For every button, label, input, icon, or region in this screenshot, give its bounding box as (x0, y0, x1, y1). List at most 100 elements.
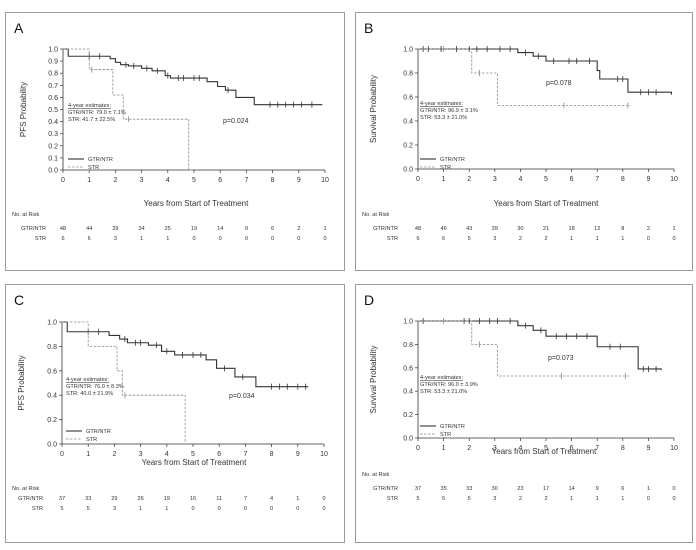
x-axis-title: Years from Start of Treatment (492, 447, 597, 456)
y-tick-label: 0.6 (47, 368, 57, 375)
legend-label: GTR/NTR (440, 424, 465, 430)
risk-value: 0 (323, 236, 326, 242)
y-axis-title: PFS Probability (19, 82, 28, 137)
risk-value: 1 (166, 236, 169, 242)
risk-value: 26 (137, 496, 143, 502)
str-curve (63, 48, 193, 171)
risk-value: 6 (88, 236, 91, 242)
risk-value: 0 (191, 506, 194, 512)
x-tick-label: 7 (595, 176, 599, 183)
risk-value: 2 (544, 236, 547, 242)
legend-label: GTR/NTR (440, 157, 465, 163)
risk-value: 48 (415, 226, 421, 232)
risk-value: 19 (164, 496, 170, 502)
risk-value: 0 (192, 236, 195, 242)
risk-value: 1 (596, 496, 599, 502)
y-tick-label: 0.8 (403, 71, 413, 78)
y-tick-label: 0.4 (48, 119, 58, 126)
x-tick-label: 8 (270, 451, 274, 458)
y-tick-label: 0.4 (403, 119, 413, 126)
x-tick-label: 1 (442, 176, 446, 183)
risk-value: 43 (466, 226, 472, 232)
risk-value: 3 (114, 236, 117, 242)
risk-value: 0 (672, 486, 675, 492)
x-tick-label: 1 (86, 451, 90, 458)
y-tick-label: 0.8 (403, 342, 413, 349)
x-tick-label: 5 (544, 176, 548, 183)
x-tick-label: 0 (416, 176, 420, 183)
x-axis-title: Years from Start of Treatment (494, 199, 599, 208)
risk-row-label: STR (32, 506, 43, 512)
risk-value: 37 (415, 486, 421, 492)
risk-value: 33 (466, 486, 472, 492)
panel-letter: D (364, 292, 374, 308)
panel-letter: B (364, 20, 373, 36)
legend-label: STR (88, 165, 99, 171)
x-tick-label: 3 (139, 451, 143, 458)
risk-row-label: GTR/NTR (373, 226, 398, 232)
risk-value: 8 (621, 226, 624, 232)
risk-value: 0 (322, 496, 325, 502)
y-tick-label: 0.0 (48, 168, 58, 175)
x-tick-label: 9 (646, 176, 650, 183)
risk-value: 4 (270, 496, 273, 502)
risk-value: 0 (270, 506, 273, 512)
risk-table-title: No. at Risk (12, 486, 40, 492)
risk-value: 0 (322, 506, 325, 512)
risk-value: 2 (519, 496, 522, 502)
risk-value: 37 (59, 496, 65, 502)
x-tick-label: 6 (218, 177, 222, 184)
y-tick-label: 0.6 (403, 365, 413, 372)
y-tick-label: 1.0 (403, 47, 413, 54)
y-tick-label: 0.6 (403, 95, 413, 102)
risk-value: 5 (60, 506, 63, 512)
y-tick-label: 0.5 (48, 107, 58, 114)
x-tick-label: 0 (60, 451, 64, 458)
p-value: p=0.024 (223, 118, 249, 125)
risk-value: 3 (493, 236, 496, 242)
legend-label: GTR/NTR (88, 157, 113, 163)
risk-value: 0 (297, 236, 300, 242)
km-panel-d: D 0.0 0.2 0.4 0.6 0.8 1.0 0 1 2 3 4 5 6 7 8 9 10 Years fro… (355, 284, 693, 543)
legend-label: STR (440, 165, 451, 171)
risk-value: 0 (244, 506, 247, 512)
risk-value: 9 (245, 226, 248, 232)
risk-row-label: STR (387, 496, 398, 502)
y-tick-label: 1.0 (403, 319, 413, 326)
risk-value: 48 (60, 226, 66, 232)
legend-label: GTR/NTR (86, 429, 111, 435)
risk-value: 39 (112, 226, 118, 232)
x-tick-label: 9 (297, 177, 301, 184)
risk-value: 1 (323, 226, 326, 232)
risk-value: 1 (596, 236, 599, 242)
risk-value: 46 (440, 226, 446, 232)
y-tick-label: 0.8 (48, 71, 58, 78)
estimates-title: 4-year estimates: (420, 101, 463, 107)
p-value: p=0.034 (229, 393, 255, 400)
x-tick-label: 7 (244, 177, 248, 184)
risk-value: 1 (647, 486, 650, 492)
y-axis-title: Survival Probability (369, 345, 378, 413)
x-tick-label: 6 (570, 176, 574, 183)
risk-value: 0 (219, 236, 222, 242)
p-value: p=0.073 (548, 355, 574, 362)
y-tick-label: 0.0 (47, 442, 57, 449)
x-tick-label: 7 (243, 451, 247, 458)
x-tick-label: 9 (646, 445, 650, 452)
risk-value: 6 (442, 236, 445, 242)
x-tick-label: 2 (467, 176, 471, 183)
risk-value: 18 (568, 226, 574, 232)
x-tick-label: 3 (493, 445, 497, 452)
risk-value: 14 (217, 226, 223, 232)
risk-value: 17 (543, 486, 549, 492)
risk-value: 6 (416, 236, 419, 242)
risk-value: 25 (165, 226, 171, 232)
risk-value: 2 (519, 236, 522, 242)
risk-value: 39 (492, 226, 498, 232)
x-tick-label: 5 (192, 177, 196, 184)
x-tick-label: 2 (112, 451, 116, 458)
risk-value: 1 (570, 236, 573, 242)
x-tick-label: 4 (518, 445, 522, 452)
x-tick-label: 0 (61, 177, 65, 184)
